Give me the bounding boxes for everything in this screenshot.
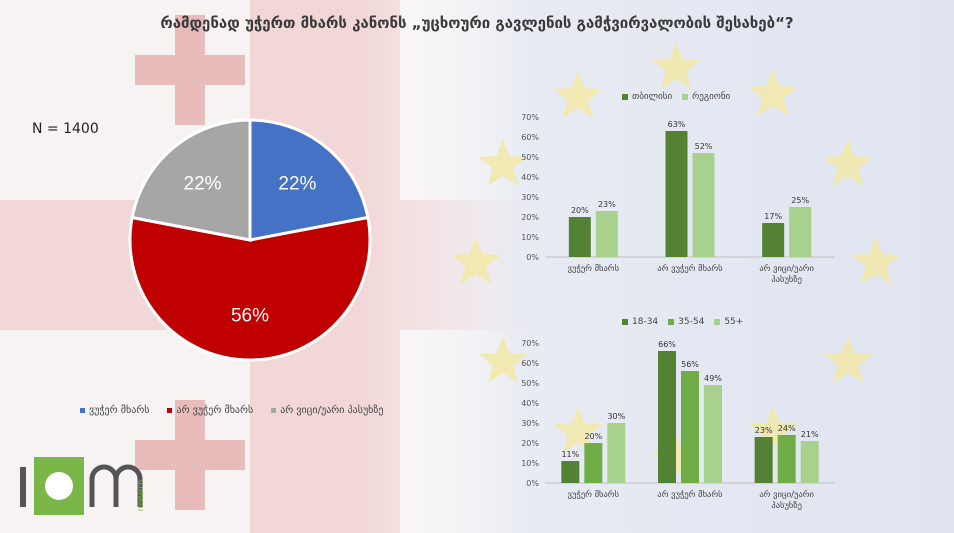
region-ytick: 70% [521, 113, 539, 122]
legend-label-regions: რეგიონი [692, 92, 731, 102]
pie-slice-support [248, 118, 370, 242]
legend-label-dontknow: არ ვიცი/უარი პასუხზე [280, 405, 384, 416]
age-ytick: 10% [521, 459, 539, 468]
region-category-label: არ ვიცი/უარი [759, 263, 814, 274]
region-ytick: 40% [521, 173, 539, 182]
region-ytick: 60% [521, 133, 539, 142]
age-bar-label: 30% [607, 412, 625, 421]
age-bar [658, 351, 676, 483]
legend-item-age-18-34: 18-34 [622, 317, 658, 327]
legend-label-age-18-34: 18-34 [632, 317, 659, 327]
age-ytick: 60% [521, 359, 539, 368]
region-legend: თბილისი რეგიონი [622, 92, 730, 102]
legend-label-age-35-54: 35-54 [678, 317, 705, 327]
legend-label-oppose: არ ვუჭერ მხარს [176, 405, 254, 416]
age-category-label: ვუჭერ მხარს [568, 489, 620, 500]
pie-slice-dontknow [130, 118, 252, 242]
age-ytick: 40% [521, 399, 539, 408]
region-bar-label: 23% [598, 200, 616, 209]
eu-star-icon [851, 237, 901, 284]
eu-star-icon [553, 71, 603, 118]
region-ytick: 50% [521, 153, 539, 162]
region-bar [762, 223, 785, 257]
logo-letters: iom [20, 455, 22, 456]
age-legend: 18-34 35-54 55+ [622, 317, 743, 327]
pie-slice-dontknow-label: 22% [184, 174, 222, 195]
region-category-label: ვუჭერ მხარს [568, 263, 620, 274]
legend-item-oppose: არ ვუჭერ მხარს [167, 405, 253, 416]
eu-star-icon [451, 237, 501, 284]
region-category-label: პასუხზე [771, 274, 802, 285]
age-bar-label: 23% [755, 426, 773, 435]
legend-item-support: ვუჭერ მხარს [80, 405, 149, 416]
pie-legend: ვუჭერ მხარს არ ვუჭერ მხარს არ ვიცი/უარი … [80, 405, 384, 416]
age-bar [800, 441, 819, 483]
age-bar-label: 21% [801, 430, 819, 439]
region-category-label: არ ვუჭერ მხარს [657, 263, 723, 274]
eu-star-icon [478, 336, 528, 383]
age-category-label: არ ვიცი/უარი [759, 489, 814, 500]
region-bar [789, 207, 812, 257]
eu-star-icon [823, 336, 873, 383]
eu-star-icon [748, 69, 798, 116]
legend-label-tbilisi: თბილისი [632, 92, 673, 102]
region-bar-label: 63% [668, 120, 686, 129]
age-bar-label: 56% [681, 360, 699, 369]
legend-label-age-55-plus: 55+ [724, 317, 744, 327]
page-title: რამდენად უჭერთ მხარს კანონს „უცხოური გავ… [160, 14, 794, 32]
age-bar [704, 385, 722, 483]
age-bar-label: 66% [658, 340, 676, 349]
age-bar-chart: 0% 10% 20% 30% 40% 50% 60% 70% 11% 20% 30% ვუჭერ მხ… [521, 339, 835, 511]
age-ytick: 70% [521, 339, 539, 348]
age-category-label: არ ვუჭერ მხარს [657, 489, 723, 500]
pie-slice-oppose-label: 56% [231, 305, 269, 326]
region-bar-label: 25% [791, 196, 809, 205]
region-bar [568, 217, 591, 257]
region-bar-label: 17% [764, 212, 782, 221]
legend-item-tbilisi: თბილისი [622, 92, 672, 102]
eu-star-icon [553, 406, 603, 453]
age-bar-label: 24% [778, 424, 796, 433]
pie-chart: 22% 56% 22% [128, 118, 372, 362]
legend-item-regions: რეგიონი [682, 92, 730, 102]
age-category-label: პასუხზე [771, 500, 802, 511]
region-bar [692, 153, 715, 257]
pie-slice-support-label: 22% [278, 174, 316, 195]
age-ytick: 20% [521, 439, 539, 448]
age-ytick: 0% [526, 479, 539, 488]
region-bar-chart: 0% 10% 20% 30% 40% 50% 60% 70% 20% 23% ვუჭერ მხარს… [521, 113, 835, 285]
age-bar [561, 461, 580, 483]
age-bar [681, 371, 699, 483]
region-ytick: 20% [521, 213, 539, 222]
eu-star-icon [478, 139, 528, 186]
eu-star-icon [748, 406, 798, 453]
age-ytick: 50% [521, 379, 539, 388]
age-bar [777, 435, 796, 483]
legend-label-support: ვუჭერ მხარს [89, 405, 150, 416]
age-bar [584, 443, 603, 483]
age-bar [607, 423, 626, 483]
region-ytick: 10% [521, 233, 539, 242]
age-bar-label: 11% [561, 450, 579, 459]
logo-bar-i [20, 467, 26, 507]
logo-subtitle: research [136, 480, 145, 511]
region-bar-label: 20% [571, 206, 589, 215]
region-bar [595, 211, 618, 257]
legend-item-age-55-plus: 55+ [714, 317, 743, 327]
region-ytick: 30% [521, 193, 539, 202]
iom-research-logo: research iom [20, 455, 145, 515]
age-bar-label: 20% [584, 432, 602, 441]
legend-item-age-35-54: 35-54 [668, 317, 704, 327]
age-bar [754, 437, 773, 483]
region-bar-label: 52% [695, 142, 713, 151]
age-ytick: 30% [521, 419, 539, 428]
pie-slice-oppose [128, 215, 372, 362]
region-ytick: 0% [526, 253, 539, 262]
region-bar [665, 131, 688, 257]
eu-star-icon [651, 42, 701, 89]
sample-size: N = 1400 [32, 121, 99, 137]
legend-item-dontknow: არ ვიცი/უარი პასუხზე [271, 405, 384, 416]
age-bar-label: 49% [704, 374, 722, 383]
eu-star-icon [823, 139, 873, 186]
